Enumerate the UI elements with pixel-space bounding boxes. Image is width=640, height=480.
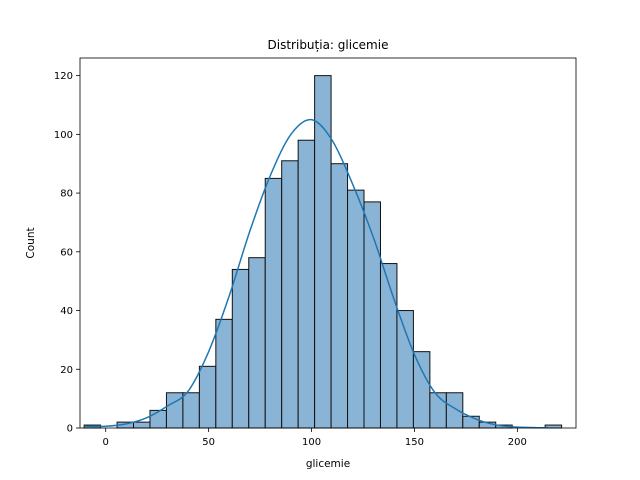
histogram-bar	[396, 310, 414, 429]
histogram-bar	[133, 421, 151, 429]
histogram-bar	[445, 392, 464, 429]
y-tick-label: 100	[54, 130, 73, 141]
histogram-bar	[429, 392, 447, 429]
y-axis-label: Count	[25, 227, 37, 258]
histogram-bar	[462, 415, 480, 429]
y-tick-label: 40	[60, 306, 73, 317]
histogram-bar	[231, 268, 250, 429]
x-tick-label: 200	[508, 437, 527, 448]
histogram-bar	[198, 365, 217, 429]
y-tick-label: 20	[60, 365, 73, 376]
kde-line	[85, 118, 549, 429]
y-axis-ticks: 0 20 40 60 80 100 120	[54, 71, 80, 435]
chart-title: Distribuția: glicemie	[268, 38, 389, 52]
histogram-bar	[149, 409, 167, 429]
histogram-bar	[281, 160, 299, 429]
histogram-bar	[330, 163, 349, 429]
y-tick-label: 120	[54, 71, 73, 82]
histogram-bar	[379, 263, 398, 429]
y-tick-label: 0	[67, 424, 73, 435]
histogram-bar	[248, 257, 266, 429]
x-tick-label: 0	[103, 437, 109, 448]
x-axis-label: glicemie	[306, 458, 350, 470]
histogram-bar	[264, 177, 283, 429]
x-axis-ticks: 0 50 100 150 200	[103, 428, 527, 448]
histogram-bar	[182, 392, 200, 429]
x-tick-label: 150	[405, 437, 424, 448]
histogram-bar	[347, 189, 365, 429]
x-tick-label: 100	[302, 437, 321, 448]
plot-frame	[79, 57, 577, 429]
y-tick-label: 60	[60, 247, 73, 258]
histogram-bar	[215, 318, 233, 429]
y-tick-label: 80	[60, 189, 73, 200]
x-tick-label: 50	[202, 437, 215, 448]
histogram-bar	[412, 351, 431, 429]
histogram-bar	[297, 139, 316, 429]
